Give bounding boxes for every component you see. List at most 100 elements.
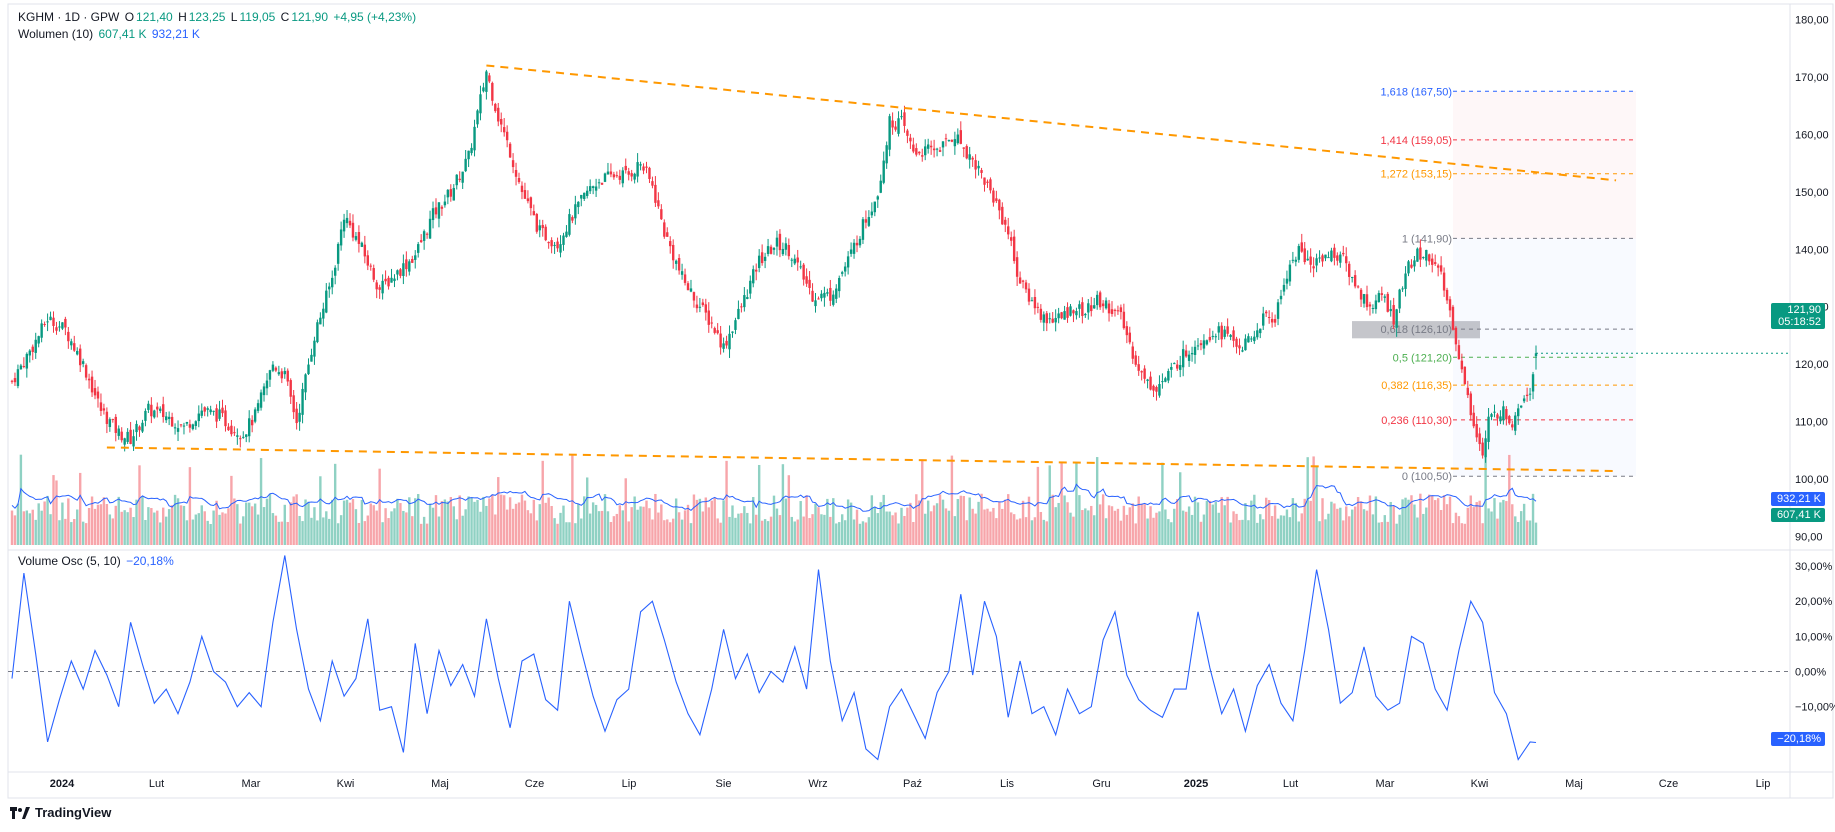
candle-body [1004, 219, 1007, 225]
candle-body [61, 322, 64, 329]
volume-bar [1264, 497, 1268, 545]
candle-body [102, 408, 106, 411]
candle-body [1267, 317, 1271, 319]
candle-body [1229, 334, 1232, 337]
candle-body [583, 192, 586, 199]
volume-bar [1098, 504, 1102, 545]
volume-bar [150, 508, 153, 545]
candle-body [586, 190, 589, 196]
candle-body [1030, 300, 1034, 302]
candle-body [722, 343, 725, 349]
candle-body [233, 432, 236, 434]
volume-bar [1173, 508, 1176, 545]
candle-body [482, 87, 485, 92]
volume-bar [156, 510, 159, 545]
price-axis-tick: 170,00 [1795, 72, 1829, 84]
candle-body [526, 198, 530, 202]
volume-bar [749, 523, 752, 545]
volume-bar [1048, 465, 1051, 545]
candle-body [591, 186, 595, 189]
volume-bar [651, 519, 654, 545]
candle-body [870, 211, 874, 216]
candle-body [1140, 371, 1143, 373]
volume-bar [746, 512, 749, 545]
oscillator-axis-tick: 10,00% [1795, 631, 1833, 643]
volume-bar [1433, 500, 1437, 545]
volume-bar [983, 509, 986, 545]
volume-bar [1342, 520, 1345, 545]
candle-body [574, 204, 577, 219]
candle-body [556, 241, 559, 249]
candle-body [200, 410, 203, 416]
candle-body [974, 160, 977, 170]
volume-bar [1113, 510, 1117, 545]
price-axis-tick: 160,00 [1795, 129, 1829, 141]
volume-bar [206, 520, 209, 545]
volume-bar [852, 519, 856, 545]
candle-body [1161, 381, 1164, 383]
volume-bar [1374, 496, 1378, 545]
volume-bar [84, 523, 88, 545]
volume-bar [1170, 522, 1173, 545]
volume-bar [328, 518, 331, 545]
volume-bar [734, 517, 737, 545]
volume-bar [1060, 461, 1063, 545]
volume-bar [1478, 500, 1481, 545]
volume-bar [556, 523, 559, 545]
volume-bar [953, 516, 957, 545]
candle-body [1193, 346, 1197, 355]
candle-body [660, 209, 663, 220]
volume-bar [387, 518, 390, 545]
volume-bar [769, 516, 773, 545]
candle-body [956, 134, 960, 144]
volume-bar [259, 458, 263, 545]
volume-bar [431, 507, 435, 545]
volume-bar [40, 510, 43, 545]
candle-body [253, 409, 257, 422]
time-axis-label: Kwi [1471, 778, 1489, 790]
candle-body [823, 292, 826, 298]
fib-level-label: 0,5 (121,20) [1393, 352, 1452, 364]
volume-bar [1466, 507, 1470, 545]
candle-body [1087, 303, 1090, 313]
candle-body [384, 278, 387, 282]
candle-body [1214, 336, 1217, 338]
volume-bar [159, 522, 162, 545]
candle-body [743, 295, 746, 308]
candle-body [16, 369, 20, 387]
candle-body [1027, 288, 1031, 302]
candle-body [580, 194, 583, 199]
candle-body [117, 428, 120, 436]
volume-bar [1463, 523, 1467, 545]
volume-bar [494, 514, 497, 545]
candle-body [1084, 313, 1087, 316]
countdown-value: 05:18:52 [1778, 316, 1821, 328]
volume-bar [1167, 519, 1170, 545]
volume-bar [1401, 499, 1404, 545]
volume-bar [209, 523, 212, 545]
volume-bar [390, 511, 393, 545]
volume-bar [188, 467, 192, 545]
candle-body [1110, 309, 1114, 314]
candle-body [491, 82, 494, 101]
time-axis-label: Kwi [337, 778, 355, 790]
symbol-label: KGHM · 1D · GPW [18, 10, 120, 24]
volume-bar [1276, 518, 1280, 545]
candle-body [81, 361, 85, 364]
volume-bar [256, 514, 260, 545]
volume-bar [772, 495, 776, 545]
volume-bar [488, 498, 491, 545]
volume-bar [840, 514, 844, 545]
candle-body [369, 265, 372, 267]
volume-bar [117, 496, 120, 545]
volume-bar [1001, 508, 1004, 545]
candle-body [455, 174, 458, 186]
candle-body [188, 424, 192, 428]
candle-body [1256, 330, 1259, 338]
candle-body [135, 423, 138, 433]
volume-bar [1445, 504, 1449, 545]
volume-bar [93, 508, 97, 545]
volume-bar [1365, 510, 1369, 545]
tradingview-logo[interactable]: TradingView [10, 805, 111, 820]
